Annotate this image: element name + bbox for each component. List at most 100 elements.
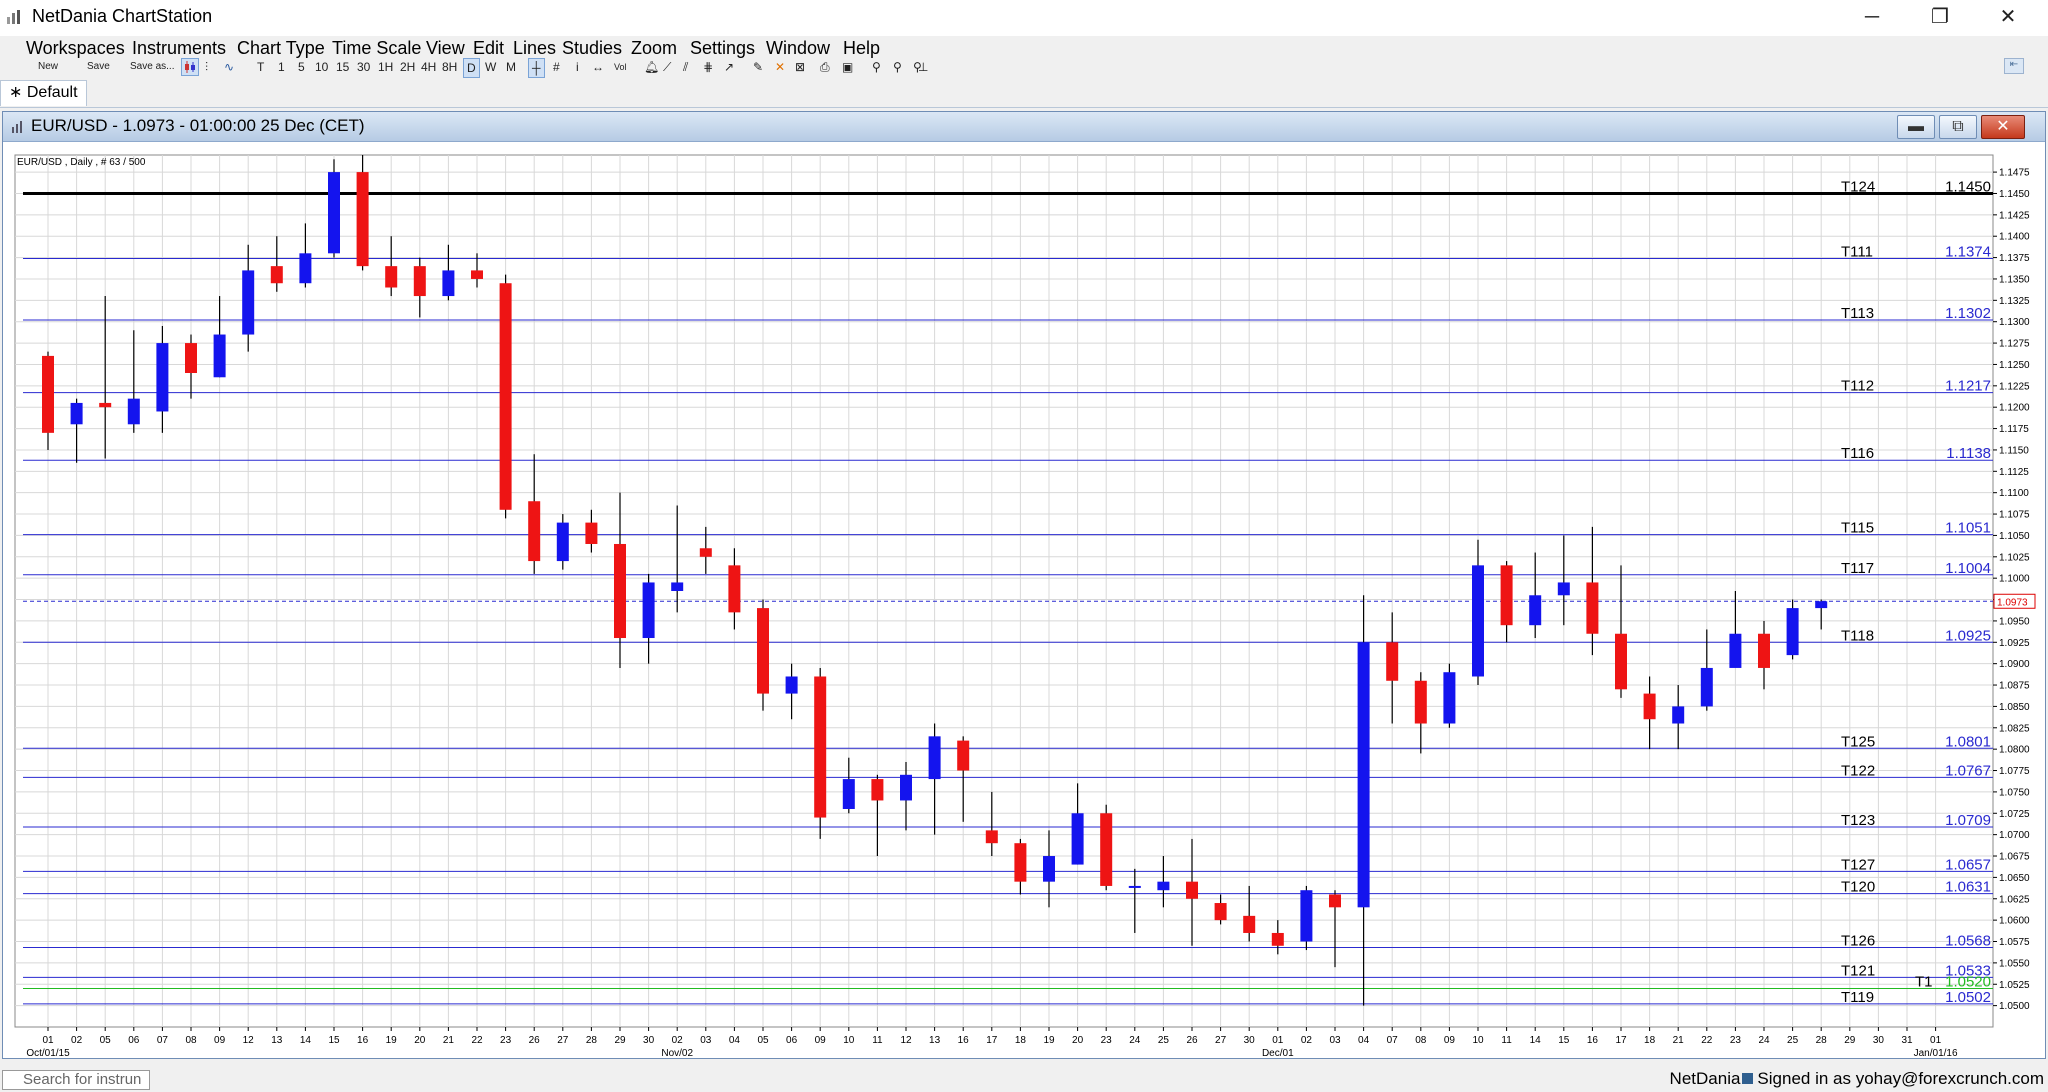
x-tick-label: 16 xyxy=(357,1035,369,1046)
menu-workspaces[interactable]: Workspaces xyxy=(26,38,125,58)
pencil-icon[interactable]: ✎ xyxy=(753,60,764,74)
level-name: T120 xyxy=(1841,879,1875,896)
timescale-5m[interactable]: 5 xyxy=(298,60,305,74)
timescale-10m[interactable]: 10 xyxy=(315,60,329,74)
y-tick-label: 1.1175 xyxy=(1999,424,2029,435)
print-icon[interactable]: ⎙ xyxy=(820,60,830,74)
x-tick-label: 10 xyxy=(843,1035,855,1046)
candle-body xyxy=(928,736,941,780)
chart-restore-button[interactable]: ⧉ xyxy=(1939,115,1977,139)
volume-icon[interactable]: Vol xyxy=(614,62,627,72)
x-tick-label: 27 xyxy=(1215,1035,1227,1046)
x-tick-label: 30 xyxy=(1873,1035,1885,1046)
menu-time-scale[interactable]: Time Scale xyxy=(332,38,422,58)
y-tick-label: 1.1200 xyxy=(1999,403,2030,414)
y-tick-label: 1.0875 xyxy=(1999,681,2030,692)
timescale-monthly[interactable]: M xyxy=(506,60,516,74)
sidebar-toggle-icon[interactable]: ⇤ xyxy=(2004,58,2024,74)
menu-view[interactable]: View xyxy=(426,38,465,58)
y-tick-label: 1.0550 xyxy=(1999,958,2030,969)
chart-window-title: EUR/USD - 1.0973 - 01:00:00 25 Dec (CET) xyxy=(31,116,365,135)
y-tick-label: 1.1150 xyxy=(1999,445,2029,456)
fibonacci-icon[interactable]: ⋕ xyxy=(703,60,714,74)
y-tick-label: 1.0575 xyxy=(1999,937,2030,948)
menu-lines[interactable]: Lines xyxy=(513,38,557,58)
zoom-out-icon[interactable]: ⚲ xyxy=(893,60,902,74)
candlestick-chart-icon[interactable] xyxy=(181,58,199,76)
y-tick-label: 1.1275 xyxy=(1999,339,2030,350)
menu-settings[interactable]: Settings xyxy=(690,38,756,58)
line-chart-icon[interactable]: ∿ xyxy=(224,60,235,74)
x-tick-label: 18 xyxy=(1015,1035,1027,1046)
x-tick-label: 07 xyxy=(157,1035,169,1046)
menu-chart-type[interactable]: Chart Type xyxy=(237,38,325,58)
timescale-weekly[interactable]: W xyxy=(485,60,497,74)
window-titlebar: NetDania ChartStation ─ ❐ ✕ xyxy=(0,0,2048,36)
timescale-2h[interactable]: 2H xyxy=(400,60,416,74)
candle-body xyxy=(1529,595,1542,626)
timescale-daily[interactable]: D xyxy=(463,58,480,78)
arrow-tool-icon[interactable]: ↗ xyxy=(724,60,735,74)
timescale-tick[interactable]: T xyxy=(257,60,265,74)
chart-close-button[interactable]: ✕ xyxy=(1981,115,2025,139)
y-tick-label: 1.1050 xyxy=(1999,531,2030,542)
menu-studies[interactable]: Studies xyxy=(562,38,623,58)
save-as-button[interactable]: Save as... xyxy=(130,61,175,72)
restore-button[interactable]: ❐ xyxy=(1931,6,1949,28)
save-button[interactable]: Save xyxy=(87,61,110,72)
x-tick-label: 04 xyxy=(729,1035,741,1046)
menu-edit[interactable]: Edit xyxy=(473,38,505,58)
level-name: T115 xyxy=(1841,520,1874,537)
crosshair-icon[interactable]: ┼ xyxy=(528,58,545,78)
candle-body xyxy=(1014,843,1027,882)
x-tick-label: 24 xyxy=(1129,1035,1141,1046)
timescale-15m[interactable]: 15 xyxy=(336,60,350,74)
zoom-reset-icon[interactable]: ⚲ xyxy=(913,60,922,74)
menu-window[interactable]: Window xyxy=(766,38,831,58)
menu-instruments[interactable]: Instruments xyxy=(132,38,227,58)
delete-lines-icon[interactable]: ✕ xyxy=(775,60,786,74)
autoscale-icon[interactable]: ⊥ xyxy=(918,60,929,74)
chart-minimize-button[interactable]: ▬ xyxy=(1897,115,1935,139)
instrument-search-input[interactable]: Search for instrun xyxy=(2,1070,150,1090)
delete-all-icon[interactable]: ⊠ xyxy=(795,60,806,74)
x-tick-label: 08 xyxy=(1415,1035,1427,1046)
close-button[interactable]: ✕ xyxy=(1999,6,2017,28)
menu-zoom[interactable]: Zoom xyxy=(631,38,678,58)
info-icon[interactable]: i xyxy=(576,60,579,74)
level-name: T121 xyxy=(1841,962,1875,979)
level-price: 1.0533 xyxy=(1945,962,1991,979)
timescale-1h[interactable]: 1H xyxy=(378,60,394,74)
x-tick-label: 21 xyxy=(1673,1035,1685,1046)
timescale-8h[interactable]: 8H xyxy=(442,60,458,74)
y-tick-label: 1.1400 xyxy=(1999,232,2030,243)
grid-icon[interactable]: # xyxy=(553,60,560,74)
candle-body xyxy=(1329,894,1341,908)
x-tick-label: 23 xyxy=(1101,1035,1113,1046)
candle-body xyxy=(528,501,541,562)
menu-help[interactable]: Help xyxy=(843,38,881,58)
trendline-icon[interactable]: ⟋ xyxy=(663,60,672,74)
tab-default[interactable]: ∗ Default xyxy=(0,80,87,106)
x-tick-label: 12 xyxy=(900,1035,912,1046)
channel-icon[interactable]: ⫽ xyxy=(683,60,689,74)
level-name: T123 xyxy=(1841,812,1875,829)
minimize-button[interactable]: ─ xyxy=(1864,6,1880,28)
x-tick-label: 19 xyxy=(386,1035,398,1046)
alert-bell-icon[interactable]: 🔔︎ xyxy=(644,60,660,74)
timescale-4h[interactable]: 4H xyxy=(421,60,437,74)
zoom-in-icon[interactable]: ⚲ xyxy=(872,60,881,74)
timescale-1m[interactable]: 1 xyxy=(278,60,285,74)
candle-body xyxy=(70,402,83,425)
x-tick-label: 30 xyxy=(1244,1035,1256,1046)
x-tick-label: 05 xyxy=(757,1035,769,1046)
timescale-30m[interactable]: 30 xyxy=(357,60,371,74)
new-button[interactable]: New xyxy=(38,61,59,72)
pan-icon[interactable]: ↔ xyxy=(592,60,604,74)
x-tick-label: 28 xyxy=(586,1035,598,1046)
x-tick-label: 11 xyxy=(1501,1035,1512,1046)
level-price: 1.1138 xyxy=(1946,445,1991,462)
ohlc-bar-icon[interactable]: ⫶ xyxy=(205,60,209,74)
print-preview-icon[interactable]: ▣ xyxy=(842,60,854,74)
price-chart[interactable]: 1.0500 1.0525 1.0550 1.0575 1.0600 1.0625 1.06… xyxy=(3,143,2045,1058)
